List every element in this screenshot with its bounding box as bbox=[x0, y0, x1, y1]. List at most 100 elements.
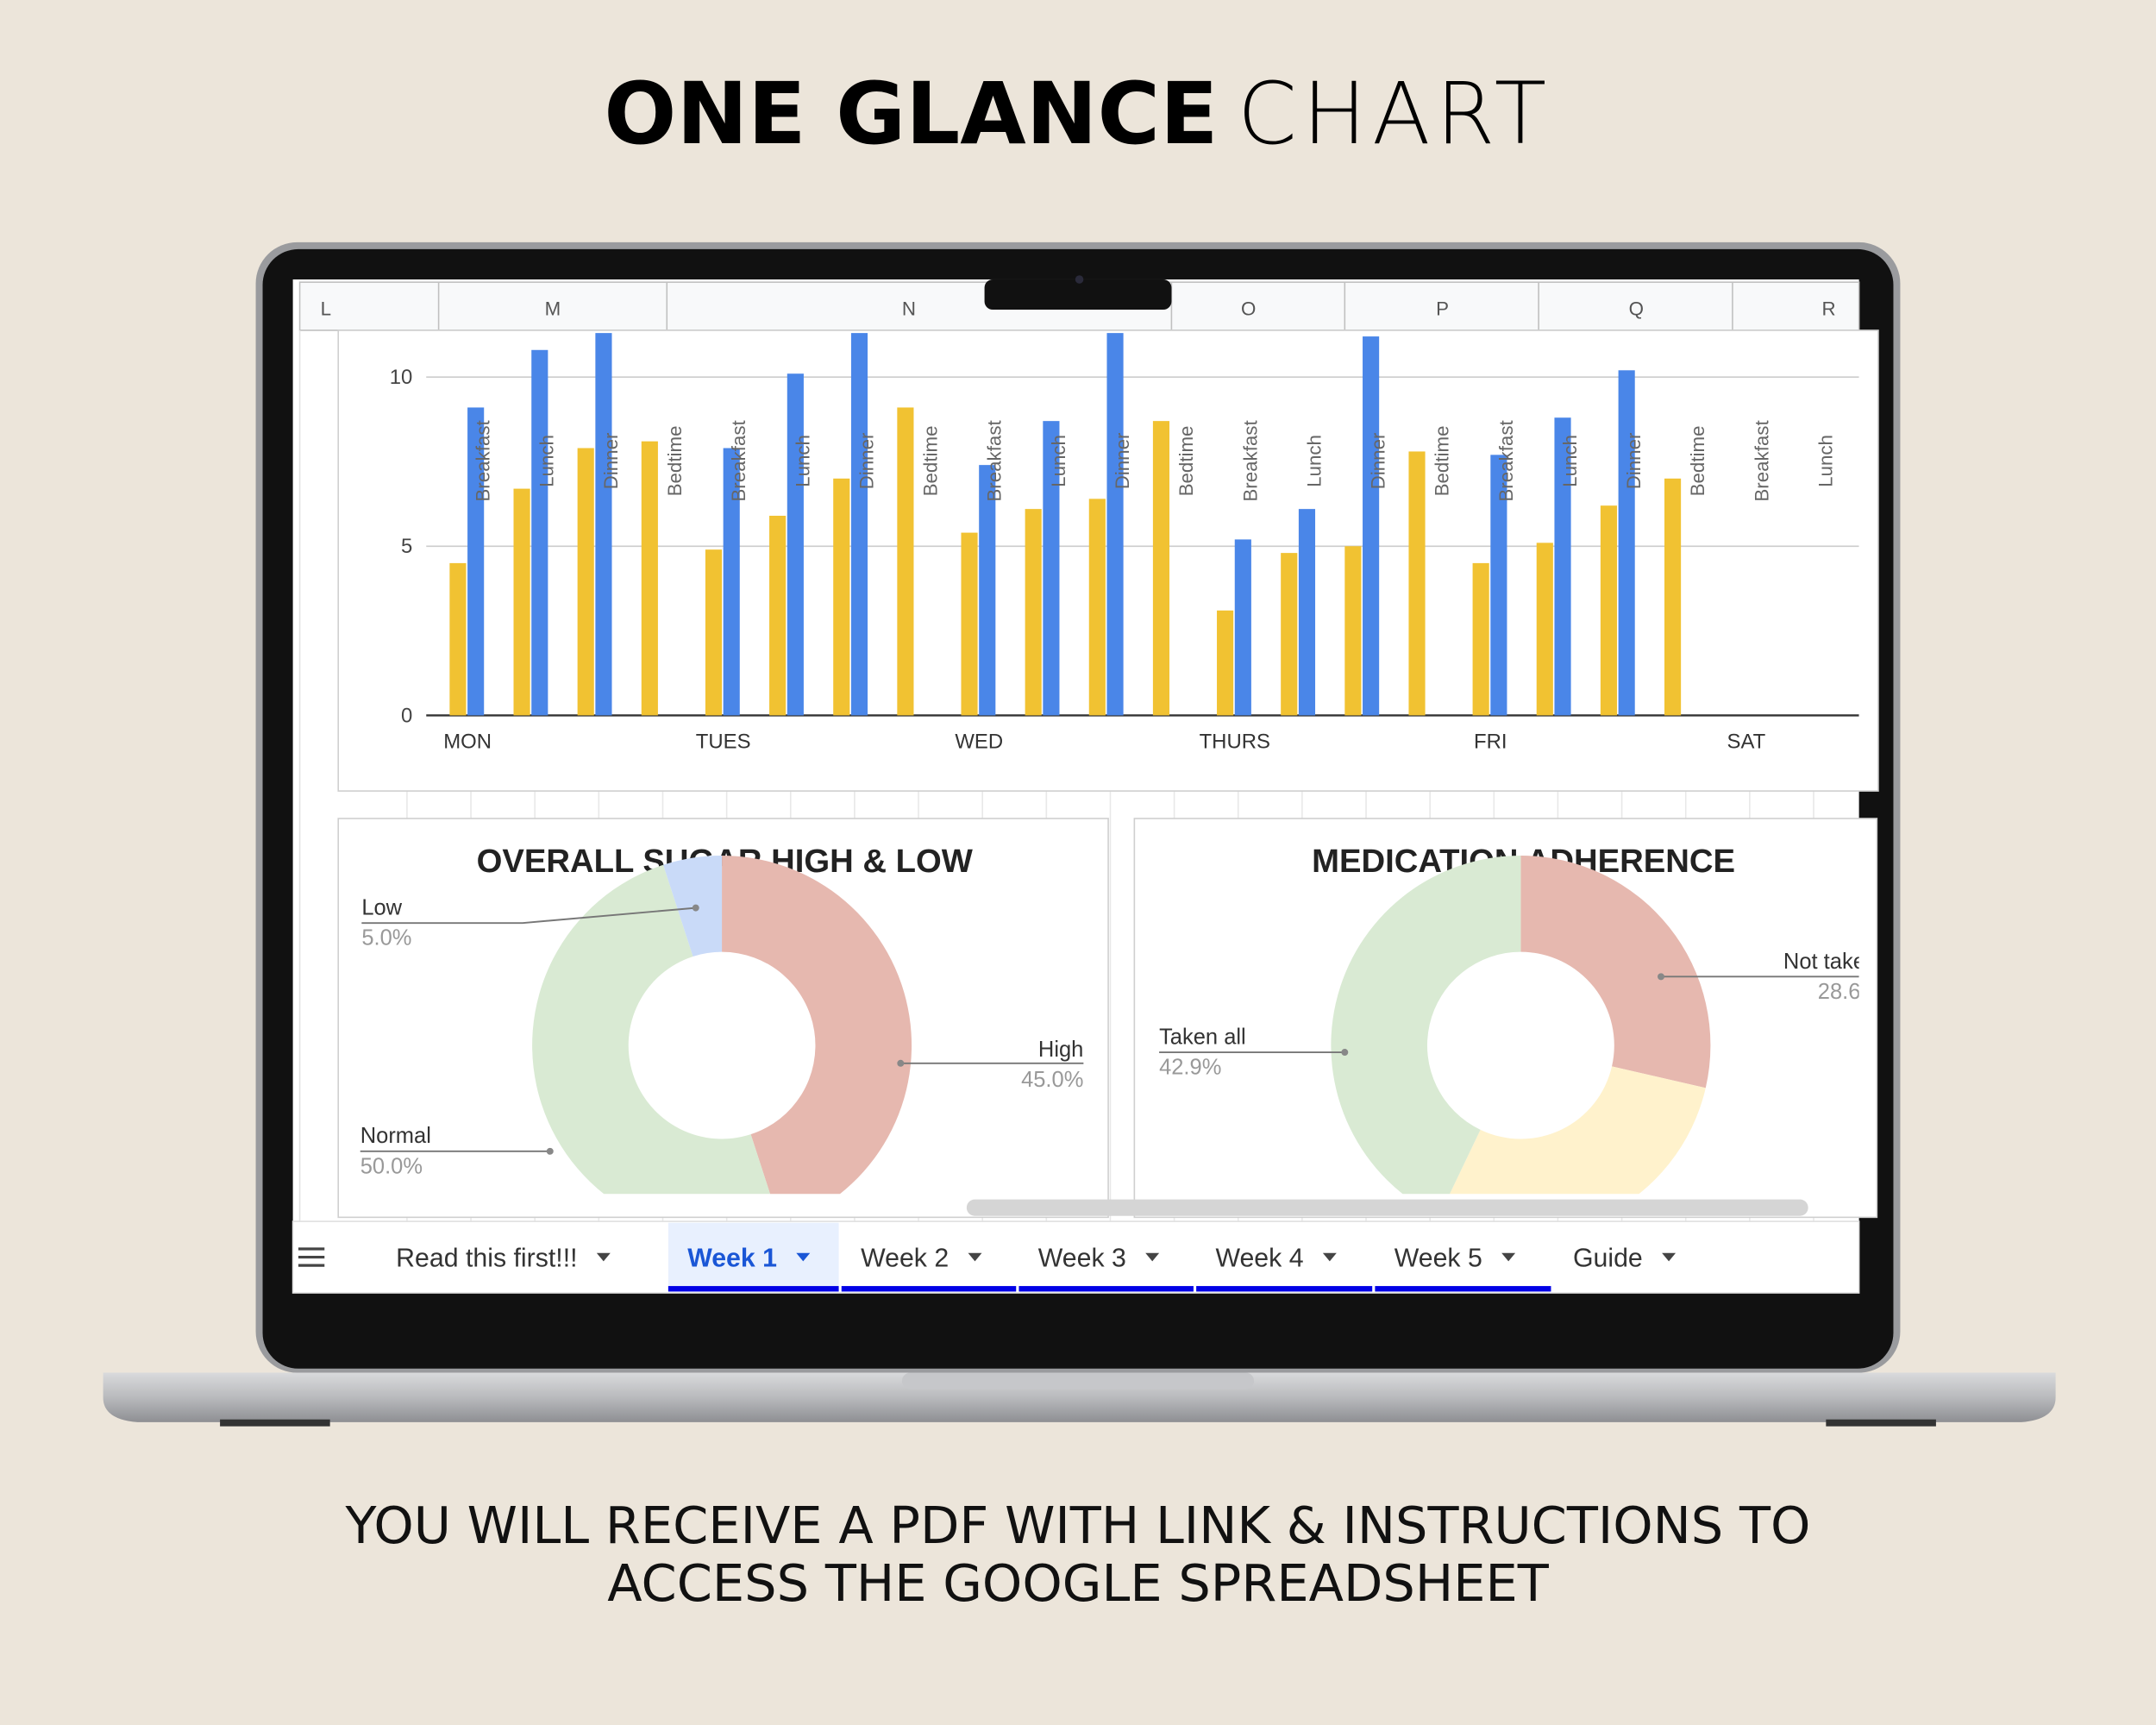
bar bbox=[531, 349, 548, 716]
camera-notch bbox=[984, 279, 1172, 310]
sheet-tab[interactable]: Week 1 bbox=[687, 1245, 777, 1273]
bar bbox=[1281, 553, 1298, 716]
bar bbox=[1217, 610, 1234, 716]
slice-label: Low bbox=[361, 896, 402, 920]
bar bbox=[1472, 562, 1489, 716]
bar bbox=[467, 407, 485, 716]
column-headers: L M N O P Q R bbox=[321, 282, 1836, 330]
leader-line bbox=[361, 906, 696, 925]
bar-category-label: Lunch bbox=[536, 435, 558, 487]
sheet-tabs: Read this first!!! Week 1 Week 2 Week 3 Week… bbox=[396, 1222, 1677, 1292]
tab-color bbox=[1196, 1286, 1373, 1292]
bar-category-label: Lunch bbox=[1815, 435, 1837, 487]
bar bbox=[1618, 370, 1635, 716]
bar bbox=[979, 465, 996, 716]
pie-chart: OVERALL SUGAR HIGH & LOWHigh45.0%Normal5… bbox=[360, 843, 1083, 1195]
y-tick-label: 10 bbox=[390, 366, 413, 389]
bar-category-label: Dinner bbox=[1368, 432, 1389, 489]
pie-slice bbox=[1520, 856, 1711, 1088]
tab-dropdown[interactable] bbox=[1145, 1252, 1160, 1262]
column-letter: O bbox=[1241, 298, 1256, 319]
camera bbox=[1075, 275, 1084, 284]
pie-slice bbox=[722, 856, 912, 1195]
slice-label: Not taken bbox=[1783, 950, 1877, 974]
bar-category-label: Lunch bbox=[1048, 435, 1069, 487]
tab-dropdown[interactable] bbox=[1662, 1252, 1677, 1262]
bar bbox=[1025, 509, 1042, 716]
bar-category-label: Dinner bbox=[1623, 432, 1645, 489]
bar-category-label: Lunch bbox=[1559, 435, 1581, 487]
bar-category-label: Bedtime bbox=[1687, 426, 1708, 497]
leader-dot bbox=[1341, 1049, 1349, 1057]
bar-category-label: Breakfast bbox=[473, 420, 494, 502]
bar bbox=[897, 407, 914, 716]
bar bbox=[769, 515, 787, 716]
tab-dropdown[interactable] bbox=[1501, 1252, 1516, 1262]
pie-slice bbox=[1331, 856, 1521, 1195]
bar-category-label: Bedtime bbox=[664, 426, 686, 497]
bar bbox=[961, 532, 978, 716]
bar bbox=[723, 448, 740, 716]
y-tick-label: 0 bbox=[401, 704, 412, 727]
bar-category-label: Breakfast bbox=[984, 420, 1006, 502]
column-letter: Q bbox=[1629, 298, 1644, 319]
bar-category-label: Breakfast bbox=[1751, 420, 1772, 502]
slice-value-label: 45.0% bbox=[1021, 1068, 1083, 1092]
bar bbox=[1234, 539, 1251, 716]
slice-label: High bbox=[1038, 1038, 1083, 1062]
bar bbox=[595, 333, 612, 716]
leader-dot bbox=[692, 904, 699, 912]
bar bbox=[1043, 421, 1060, 716]
sheet-tab[interactable]: Week 3 bbox=[1038, 1245, 1126, 1273]
bar bbox=[449, 562, 467, 716]
leader-dot bbox=[1658, 973, 1665, 981]
bar bbox=[1298, 509, 1316, 716]
scrollbar[interactable] bbox=[966, 1199, 1808, 1216]
bar bbox=[1106, 333, 1124, 716]
tab-color bbox=[1018, 1286, 1194, 1292]
tab-color bbox=[1375, 1286, 1551, 1292]
bar bbox=[1664, 478, 1682, 716]
x-group-label: THURS bbox=[1200, 731, 1270, 754]
tab-dropdown[interactable] bbox=[968, 1252, 982, 1262]
sheet-tab[interactable]: Week 5 bbox=[1395, 1245, 1482, 1273]
title-bold: ONE GLANCE bbox=[604, 65, 1218, 164]
title-light: CHART bbox=[1238, 65, 1552, 164]
sheet-tab[interactable]: Week 4 bbox=[1215, 1245, 1303, 1273]
bar bbox=[1344, 546, 1362, 716]
bar bbox=[787, 373, 804, 716]
x-group-label: SAT bbox=[1727, 731, 1766, 754]
tab-dropdown[interactable] bbox=[596, 1252, 611, 1262]
bar bbox=[1363, 336, 1380, 716]
footer-line: YOU WILL RECEIVE A PDF WITH LINK & INSTR… bbox=[345, 1496, 1811, 1555]
bar bbox=[1554, 417, 1571, 716]
slice-value-label: 28.6% bbox=[1818, 980, 1880, 1004]
tab-dropdown[interactable] bbox=[796, 1252, 811, 1262]
sheet-tab[interactable]: Guide bbox=[1573, 1245, 1643, 1273]
bar-category-label: Dinner bbox=[856, 432, 877, 489]
menu-icon[interactable] bbox=[298, 1247, 325, 1267]
bar bbox=[1536, 543, 1553, 716]
bar bbox=[641, 441, 658, 716]
bar bbox=[1088, 499, 1106, 716]
x-group-label: WED bbox=[955, 731, 1003, 754]
bar-category-label: Breakfast bbox=[1239, 420, 1261, 502]
tab-dropdown[interactable] bbox=[1322, 1252, 1337, 1262]
tab-bar bbox=[291, 1220, 1860, 1294]
slice-value-label: 5.0% bbox=[361, 926, 411, 950]
bar-category-label: Breakfast bbox=[728, 420, 749, 502]
sheet-tab[interactable]: Week 2 bbox=[861, 1245, 949, 1273]
bar-category-label: Bedtime bbox=[1175, 426, 1197, 497]
pie-slice bbox=[663, 856, 723, 957]
tab-color bbox=[841, 1286, 1017, 1292]
laptop-foot bbox=[220, 1419, 330, 1427]
bar bbox=[1490, 455, 1507, 716]
leader-dot bbox=[546, 1147, 554, 1155]
bar-category-label: Dinner bbox=[600, 432, 622, 489]
laptop-notch-base bbox=[901, 1372, 1255, 1389]
sheet-tab[interactable]: Read this first!!! bbox=[396, 1245, 577, 1273]
bar-category-label: Dinner bbox=[1112, 432, 1133, 489]
x-group-label: TUES bbox=[696, 731, 751, 754]
